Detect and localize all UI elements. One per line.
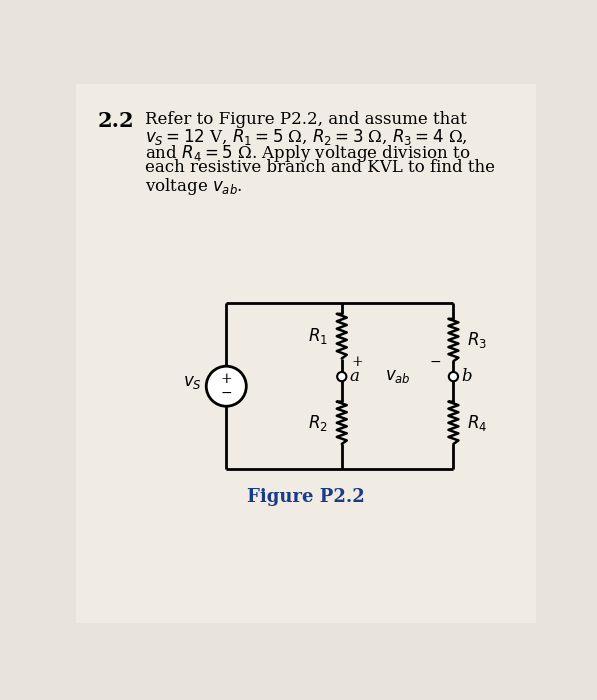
Text: Figure P2.2: Figure P2.2: [247, 489, 364, 506]
Text: +: +: [352, 355, 363, 369]
Text: voltage $v_{ab}$.: voltage $v_{ab}$.: [146, 176, 243, 197]
Text: each resistive branch and KVL to find the: each resistive branch and KVL to find th…: [146, 160, 496, 176]
Text: $v_S = 12$ V, $R_1 = 5$ Ω, $R_2 = 3$ Ω, $R_3 = 4$ Ω,: $v_S = 12$ V, $R_1 = 5$ Ω, $R_2 = 3$ Ω, …: [146, 127, 468, 147]
Text: a: a: [349, 368, 359, 385]
Text: $v_{ab}$: $v_{ab}$: [384, 368, 411, 385]
Circle shape: [337, 372, 346, 382]
Text: and $R_4 = 5$ Ω. Apply voltage division to: and $R_4 = 5$ Ω. Apply voltage division …: [146, 144, 471, 164]
Text: $R_3$: $R_3$: [467, 330, 487, 350]
Text: −: −: [220, 386, 232, 400]
Text: Refer to Figure P2.2, and assume that: Refer to Figure P2.2, and assume that: [146, 111, 467, 128]
Text: $R_1$: $R_1$: [308, 326, 328, 346]
Text: +: +: [220, 372, 232, 386]
Text: $v_S$: $v_S$: [183, 374, 202, 391]
Text: $R_2$: $R_2$: [308, 413, 328, 433]
Text: b: b: [461, 368, 472, 385]
Circle shape: [206, 366, 247, 406]
Circle shape: [449, 372, 458, 382]
Text: −: −: [429, 355, 441, 369]
Text: 2.2: 2.2: [98, 111, 134, 131]
Text: $R_4$: $R_4$: [467, 413, 488, 433]
